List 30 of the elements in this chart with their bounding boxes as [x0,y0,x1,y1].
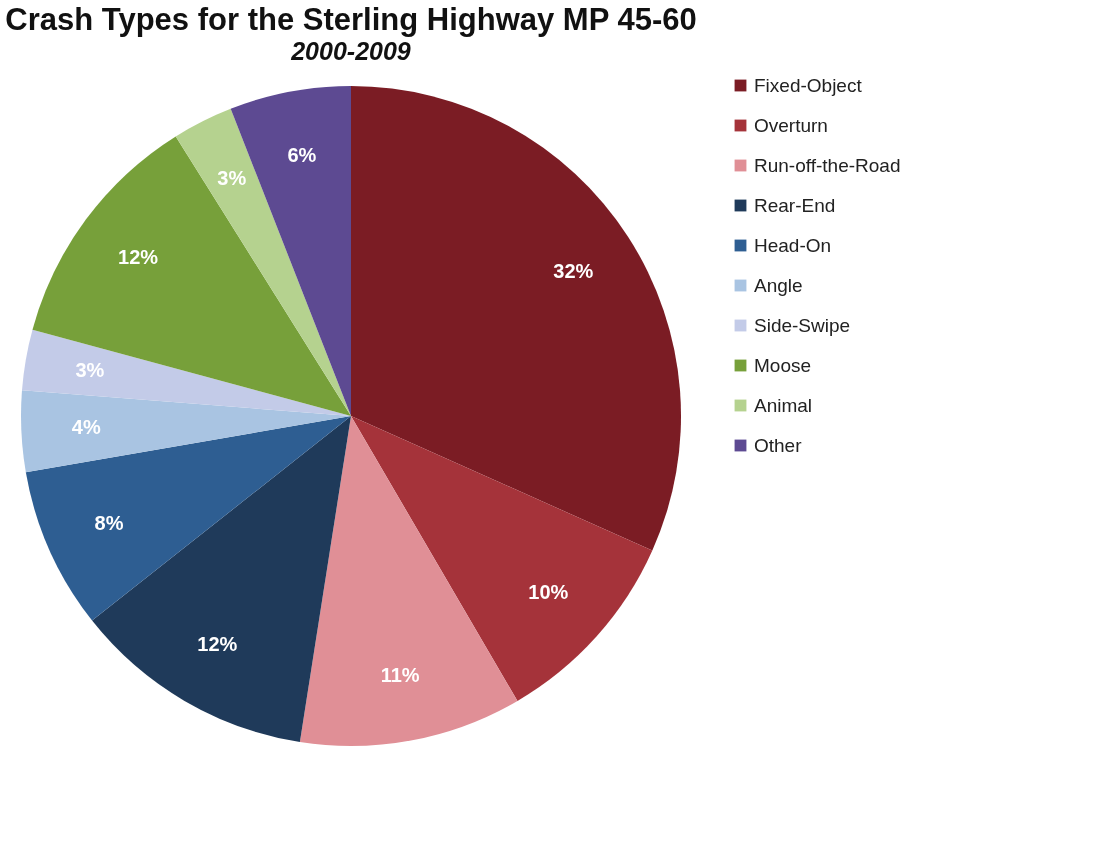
pie-slice [32,136,351,416]
legend-label: Overturn [754,114,828,136]
legend-label: Rear-End [754,194,836,216]
pie-slice [351,86,681,551]
legend-label: Side-Swipe [754,314,851,336]
legend-label: Other [754,434,803,456]
legend-label: Run-off-the-Road [754,154,901,176]
pie-slice [22,329,351,416]
data-label: 8% [94,512,124,535]
legend-label: Angle [754,274,803,296]
data-label: 11% [380,664,420,687]
pie-slice [21,390,351,473]
pie-slice [25,416,351,621]
data-label: 12% [118,246,159,269]
data-label: 3% [75,358,105,381]
data-label: 3% [217,167,247,190]
data-label: 10% [528,580,569,603]
data-label: 4% [71,416,101,439]
legend-label: Moose [754,354,812,376]
chart-title: Crash Types for the Sterling Highway MP 45-60 [5,2,697,37]
data-label: 12% [197,632,238,655]
pie-slice [351,416,653,701]
chart-subtitle: 2000-2009 [290,37,411,65]
pie-slice [175,108,351,416]
legend-label: Animal [754,394,813,416]
data-label: 6% [287,143,317,166]
legend-label: Head-On [754,234,832,256]
pie-slice [299,416,518,746]
legend-label: Fixed-Object [754,74,863,96]
data-label: 32% [553,259,594,282]
